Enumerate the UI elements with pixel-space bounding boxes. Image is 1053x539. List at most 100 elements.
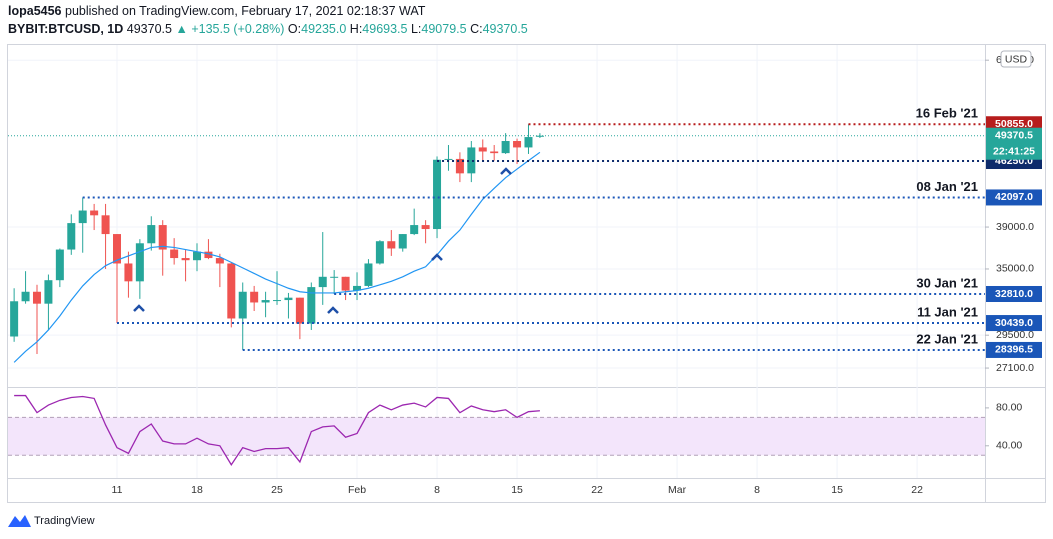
level-label: 50855.0 [995,118,1033,130]
candle-body [375,241,384,264]
level-label-box [986,341,1042,358]
x-tick-label: 22 [911,484,923,496]
candle-body [387,241,396,249]
candle-body [330,276,339,278]
published: published on TradingView.com, February 1… [65,4,426,18]
change: +135.5 (+0.28%) [191,22,284,36]
candle-body [295,297,304,324]
x-tick-label: 8 [434,484,440,496]
candle-body [467,147,476,174]
plot: 11 18 25 Feb 8 15 22 Mar 8 15 22 27100.0 29500.0 3500… [8,45,1042,496]
currency: USD [1005,53,1028,65]
y-tick-label: 80.00 [996,402,1022,414]
candle-body [113,234,121,264]
candle-body [67,223,76,250]
candle-body [90,210,99,216]
frame [7,44,1046,503]
c-value: 49370.5 [483,22,528,36]
x-tick-label: 25 [271,484,283,496]
h-value: 49693.5 [362,22,407,36]
candle-body [135,243,144,282]
user: lopa5456 [8,4,62,18]
x-tick-label: 8 [754,484,760,496]
rsi-line [14,394,540,466]
candle-body [10,301,19,337]
publish-line: lopa5456 published on TradingView.com, F… [8,4,426,18]
candle-body [124,263,133,282]
candle-body [147,225,156,244]
l-label: L: [411,22,421,36]
candle-body [44,280,53,304]
h-label: H: [350,22,363,36]
candle-body [78,210,87,224]
candle-body [410,225,419,235]
badge-box [1000,50,1032,68]
o-value: 49235.0 [301,22,346,36]
brand-logo [8,515,31,527]
last-price-label: 49370.5 [995,130,1033,142]
candle-body [353,285,362,291]
rsi-band [8,417,985,456]
level-annotation: 11 Jan '21 [917,304,978,319]
candle-body [364,263,373,286]
symbol: BYBIT:BTCUSD, 1D [8,22,123,36]
candle-body [478,147,487,152]
marker [431,253,443,261]
candle-body [238,291,247,319]
x-tick-label: 22 [591,484,603,496]
x-tick-label: Feb [348,484,366,496]
x-tick-label: Mar [668,484,687,496]
y-tick-label: 39000.0 [996,221,1034,233]
candle-body [341,276,350,291]
level-label-box [986,285,1042,302]
y-tick-label: 27100.0 [996,362,1034,374]
candle-body [421,225,430,230]
candle-body [318,276,327,288]
candle-body [250,291,259,303]
candle-body [158,225,167,250]
marker [133,304,145,312]
level-annotation: 16 Feb '21 [916,106,978,121]
y-tick-label: 35000.0 [996,263,1034,275]
level-annotation: 30 Jan '21 [916,275,978,290]
candle-body [181,258,190,261]
candle-body [215,258,224,264]
candle-body [170,249,179,259]
moving-average [13,151,541,363]
price: 49370.5 [127,22,172,36]
candle-body [535,135,544,137]
candle-body [193,251,202,261]
level-label: 32810.0 [995,288,1033,300]
x-tick-label: 15 [511,484,523,496]
level-label-box [986,315,1042,332]
candle-body [398,234,407,249]
arrow: ▲ [175,22,187,36]
candle-body [524,137,533,148]
l-value: 49079.5 [421,22,466,36]
candle-body [261,300,270,303]
quote-line: BYBIT:BTCUSD, 1D 49370.5 ▲ +135.5 (+0.28… [8,22,528,36]
level-label: 42097.0 [995,191,1033,203]
x-tick-label: 18 [191,484,203,496]
level-label: 30439.0 [995,317,1033,329]
c-label: C: [470,22,483,36]
currency-badge: USD [1000,50,1032,68]
y-tick-label: 40.00 [996,440,1022,452]
candle-body [273,300,282,302]
marker [327,306,339,314]
candle-body [204,251,213,259]
candle-body [284,297,293,301]
level-annotation: 22 Jan '21 [916,331,978,346]
marker [500,167,512,175]
y-tick-label: 29500.0 [996,329,1034,341]
x-tick-label: 11 [112,484,123,496]
candle-body [455,158,464,174]
candle-body [513,141,522,148]
level-label: 28396.5 [995,344,1033,356]
x-tick-label: 15 [831,484,843,496]
countdown: 22:41:25 [993,146,1035,158]
candle-body [501,141,510,154]
candle-body [227,263,236,319]
brand-name: TradingView [34,515,95,527]
